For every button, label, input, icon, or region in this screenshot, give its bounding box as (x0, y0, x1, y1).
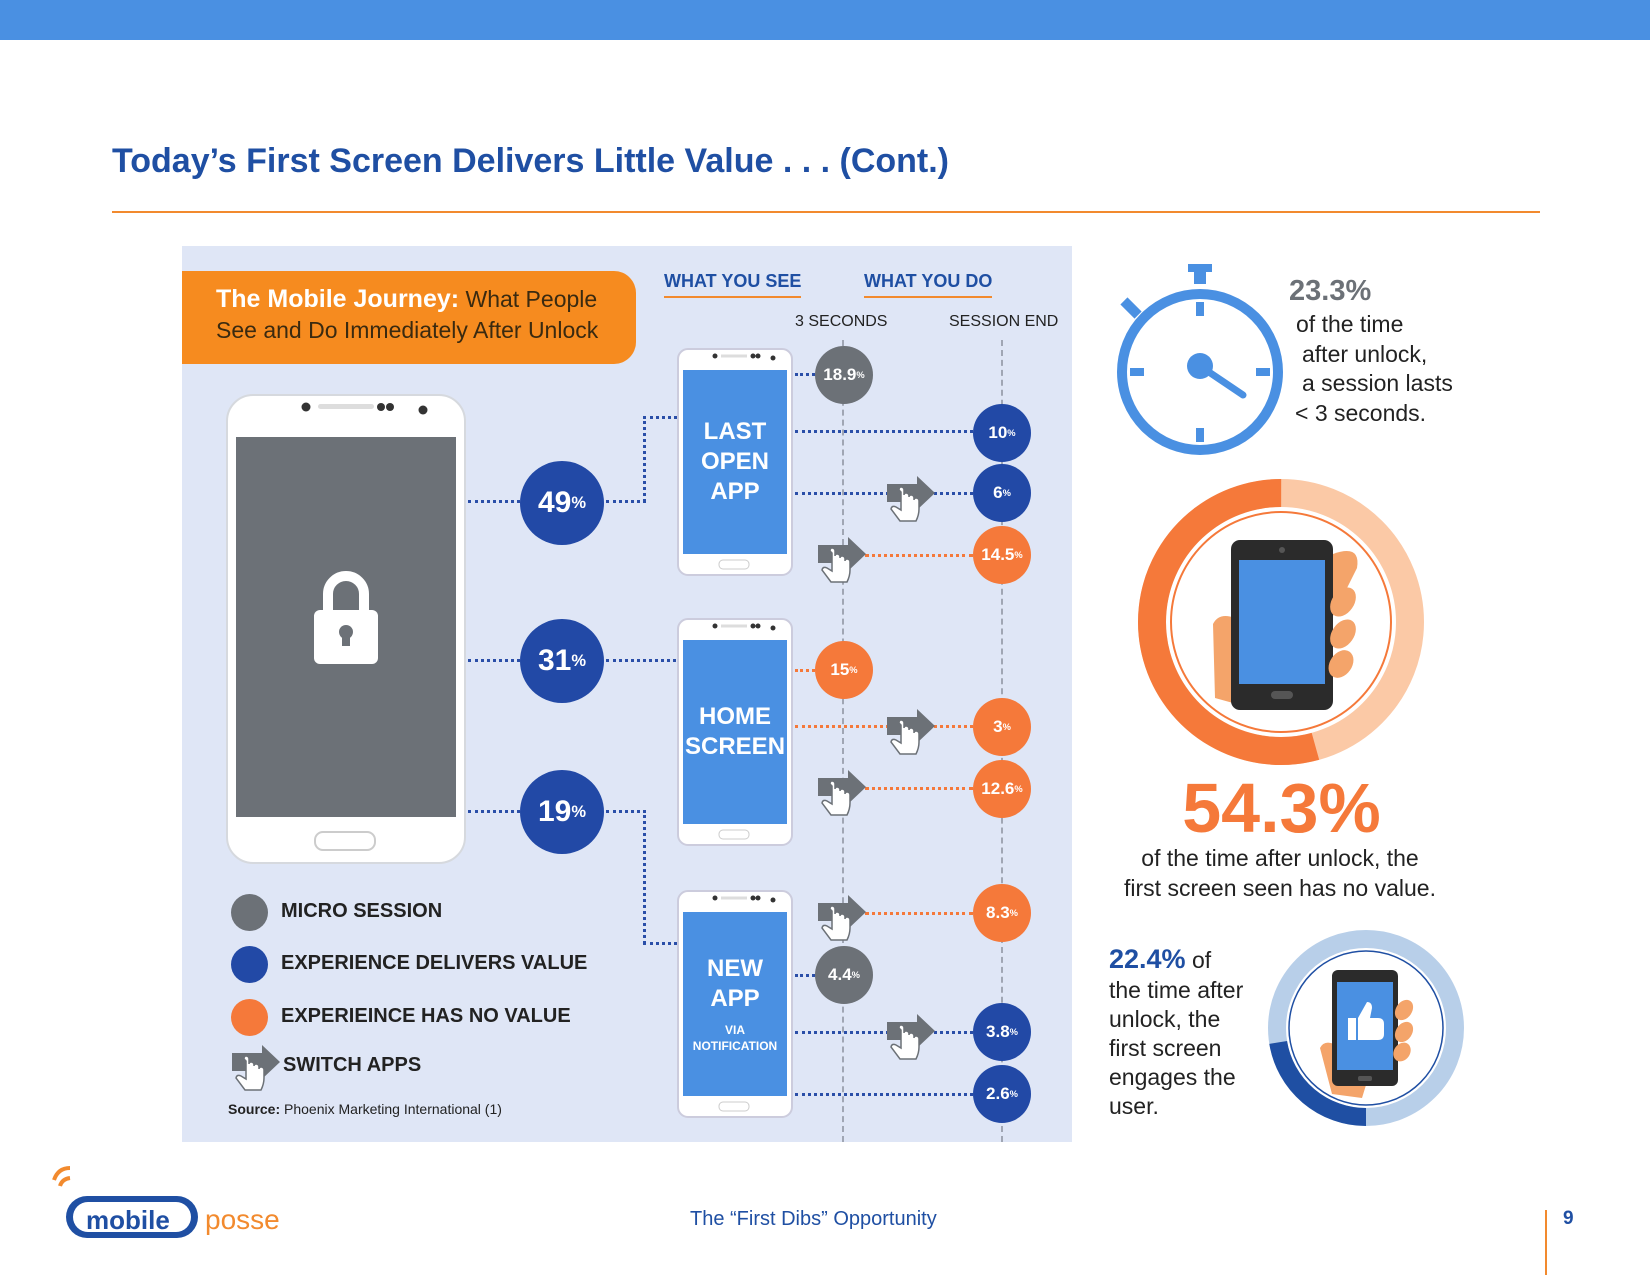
line-micro-new (795, 974, 815, 977)
switch-apps-icon (887, 709, 936, 755)
split-31-circle: 31% (520, 619, 604, 703)
novalue-circle-home-3s: 15% (815, 641, 873, 699)
footer-text: The “First Dibs” Opportunity (690, 1208, 937, 1230)
logo-word-posse: posse (205, 1204, 280, 1235)
stopwatch-icon (1117, 264, 1283, 455)
connector-49 (468, 500, 520, 503)
connector-19-h2 (643, 942, 677, 945)
legend-label-switch: SWITCH APPS (283, 1054, 422, 1076)
screen-sublabel-notification: VIA NOTIFICATION (692, 1023, 778, 1053)
journey-badge-text: The Mobile Journey: What People See and … (216, 284, 598, 346)
no-value-ring (1138, 479, 1424, 765)
value-circle-new-1: 3.8% (973, 1003, 1031, 1061)
line-home-novalue-2 (865, 787, 973, 790)
split-49-circle: 49% (520, 461, 604, 545)
line-micro-last (795, 373, 815, 376)
switch-apps-icon (887, 1014, 936, 1060)
phone-new-app (677, 890, 793, 1118)
legend-switch-apps-icon (232, 1045, 281, 1091)
connector-19 (468, 810, 520, 813)
stat-engage-line-5: user. (1109, 1093, 1159, 1119)
stat-novalue-line-1: of the time after unlock, the (1141, 845, 1419, 871)
timeline-3-seconds (842, 340, 844, 1142)
stat-engage-line-4: engages the (1109, 1064, 1236, 1090)
micro-session-circle-last: 18.9% (815, 346, 873, 404)
connector-49-v (643, 416, 646, 502)
stat-engage-line-2: unlock, the (1109, 1006, 1221, 1032)
stat-stopwatch-line-2: after unlock, (1302, 341, 1428, 367)
phone-home-screen (677, 618, 793, 846)
slide-title: Today’s First Screen Delivers Little Val… (112, 142, 950, 180)
source-note: Source: Phoenix Marketing International … (228, 1101, 502, 1117)
novalue-circle-home-2: 12.6% (973, 760, 1031, 818)
col-head-see: WHAT YOU SEE (664, 271, 802, 298)
legend-swatch-value (231, 946, 268, 983)
stat-stopwatch-value: 23.3% (1289, 275, 1372, 307)
screen-label-last-open-app: LAST OPEN APP (700, 418, 769, 505)
page-number-rule (1545, 1210, 1547, 1275)
line-last-value-1 (795, 430, 973, 433)
line-last-value-2 (795, 492, 973, 495)
line-last-novalue (865, 554, 973, 557)
stat-stopwatch-line-3: a session lasts (1302, 370, 1453, 396)
subhead-3-seconds: 3 SECONDS (795, 313, 888, 330)
line-new-novalue (865, 912, 973, 915)
switch-apps-icon (818, 895, 867, 941)
line-new-value-1 (795, 1031, 973, 1034)
stat-stopwatch-line-4: < 3 seconds. (1295, 400, 1427, 426)
legend-swatch-novalue (231, 999, 268, 1036)
badge-line2: See and Do Immediately After Unlock (216, 317, 599, 343)
connector-19-h (606, 810, 646, 813)
value-circle-last-1: 10% (973, 404, 1031, 462)
connector-19-v (643, 810, 646, 944)
novalue-circle-home-1: 3% (973, 698, 1031, 756)
stat-engage-value: 22.4% (1109, 944, 1186, 974)
switch-apps-icon (818, 770, 867, 816)
stat-stopwatch-line-1: of the time (1296, 311, 1404, 337)
stat-novalue-line-2: first screen seen has no value. (1124, 875, 1436, 901)
switch-apps-icon (887, 476, 936, 522)
connector-31-h (606, 659, 676, 662)
split-19-circle: 19% (520, 770, 604, 854)
journey-badge (182, 271, 636, 364)
legend-label-value: EXPERIENCE DELIVERS VALUE (281, 952, 588, 974)
page-number: 9 (1563, 1208, 1574, 1229)
badge-rest: What People (465, 286, 598, 312)
locked-phone-icon (226, 394, 466, 864)
screen-label-new-app: NEW APP VIA NOTIFICATION (683, 912, 787, 1096)
screen-label-home-screen: HOME SCREEN (685, 703, 786, 760)
stat-engage-line-3: first screen (1109, 1035, 1222, 1061)
mobileposse-logo (52, 1166, 198, 1238)
switch-apps-icon (818, 537, 867, 583)
subhead-session-end: SESSION END (949, 313, 1059, 330)
stat-engage-first-line: 22.4% of (1109, 944, 1212, 974)
connector-49-h (606, 500, 646, 503)
connector-31 (468, 659, 520, 662)
value-circle-last-2: 6% (973, 464, 1031, 522)
line-home-novalue-1 (795, 725, 973, 728)
engage-ring (1268, 930, 1464, 1126)
micro-session-circle-new: 4.4% (815, 946, 873, 1004)
legend-label-micro: MICRO SESSION (281, 900, 443, 922)
phone-last-open-app (677, 348, 793, 576)
stat-novalue-value: 54.3% (1182, 769, 1381, 847)
logo-word-mobile: mobile (86, 1205, 170, 1235)
line-new-value-2 (795, 1093, 973, 1096)
badge-bold: The Mobile Journey: (216, 285, 460, 313)
line-home-novalue-3s (795, 669, 815, 672)
novalue-circle-last: 14.5% (973, 526, 1031, 584)
connector-49-h2 (643, 416, 677, 419)
value-circle-new-2: 2.6% (973, 1065, 1031, 1123)
stat-engage-line-1: the time after (1109, 977, 1244, 1003)
novalue-circle-new: 8.3% (973, 884, 1031, 942)
legend-swatch-micro (231, 894, 268, 931)
legend-label-novalue: EXPERIEINCE HAS NO VALUE (281, 1005, 571, 1027)
top-bar (0, 0, 1650, 40)
col-head-do: WHAT YOU DO (864, 271, 993, 298)
title-rule (112, 211, 1540, 213)
